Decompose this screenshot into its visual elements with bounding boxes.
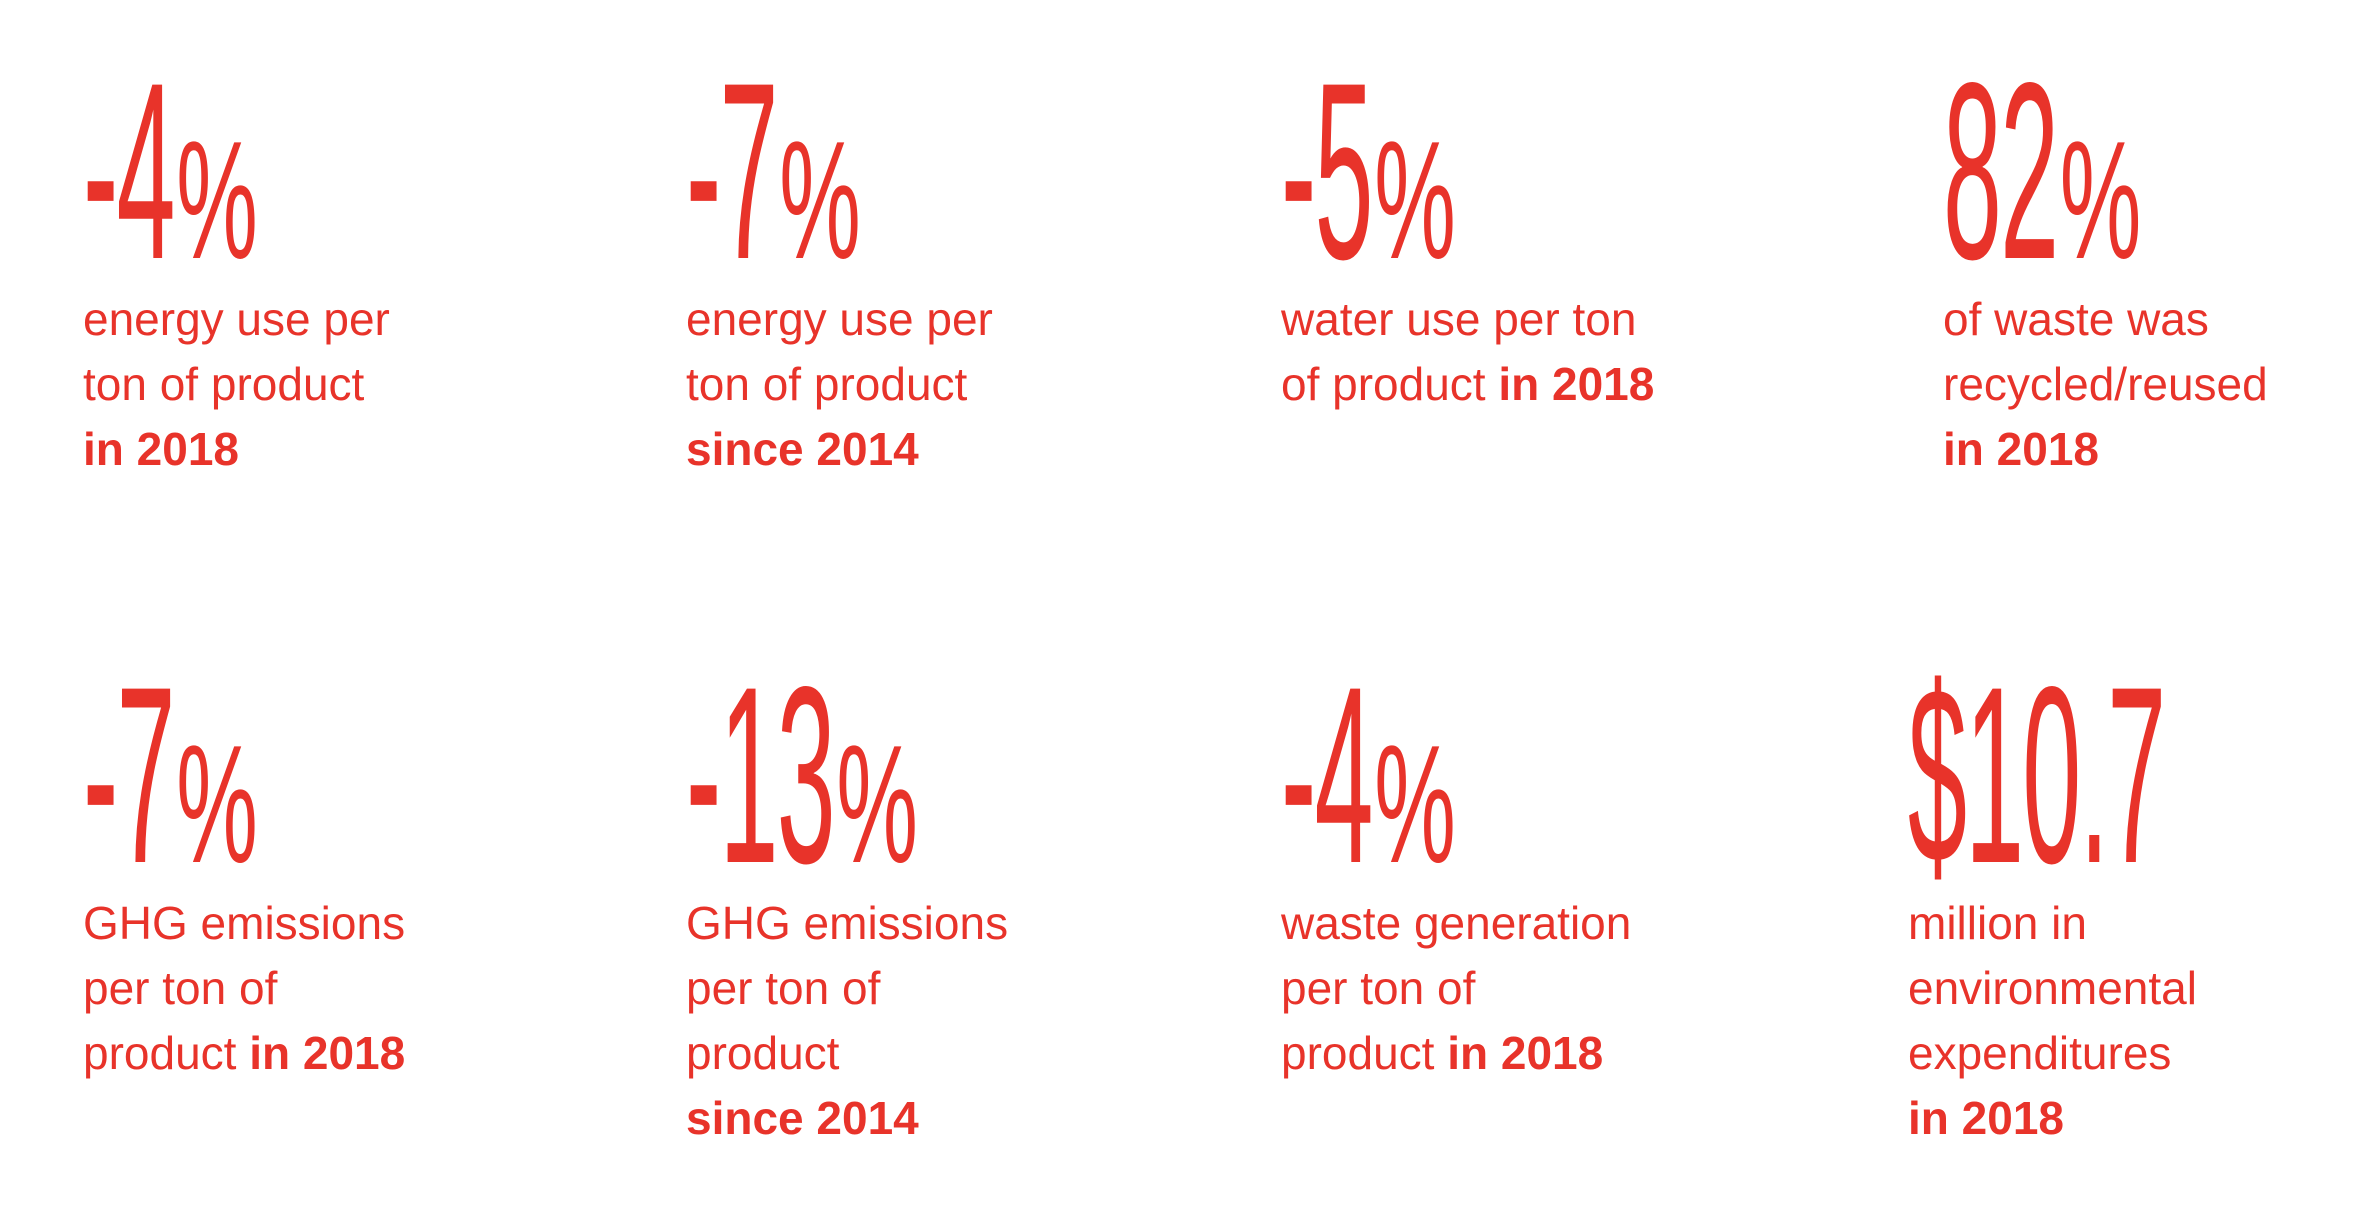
description-line: GHG emissions xyxy=(686,897,1009,949)
description-line: of waste was xyxy=(1943,293,2209,345)
description-emphasis: in 2018 xyxy=(249,1027,406,1079)
description-line: per ton of xyxy=(1281,962,1476,1014)
stat-number: -7 xyxy=(686,31,778,312)
description-text: product xyxy=(83,1027,250,1079)
description-line: since 2014 xyxy=(686,1086,1008,1151)
stat-number: -5 xyxy=(1281,31,1373,312)
stat-value: -4% xyxy=(83,31,258,312)
description-emphasis: in 2018 xyxy=(1943,423,2099,475)
stat-value: -4% xyxy=(1281,635,1456,916)
stat-value: -7% xyxy=(686,31,861,312)
stat-description: energy use per ton of product in 2018 xyxy=(83,287,390,482)
stat-value: 82% xyxy=(1943,31,2142,312)
description-line: energy use per xyxy=(83,293,390,345)
description-line: since 2014 xyxy=(686,417,993,482)
description-emphasis: in 2018 xyxy=(1447,1027,1604,1079)
description-line: in 2018 xyxy=(1943,417,2268,482)
description-line: expenditures xyxy=(1908,1027,2172,1079)
stat-description: GHG emissions per ton of product since 2014 xyxy=(686,891,1008,1151)
description-line: product xyxy=(686,1027,840,1079)
stat-number: $10.7 xyxy=(1908,635,2166,916)
description-emphasis: since 2014 xyxy=(686,1092,919,1144)
stat-number: -4 xyxy=(1281,635,1373,916)
stat-description: energy use per ton of product since 2014 xyxy=(686,287,993,482)
description-line: million in xyxy=(1908,897,2087,949)
stat-number: -4 xyxy=(83,31,175,312)
description-line: product in 2018 xyxy=(83,1021,405,1086)
description-line: per ton of xyxy=(686,962,881,1014)
description-text: of product xyxy=(1281,358,1499,410)
description-emphasis: in 2018 xyxy=(1498,358,1655,410)
stat-description: waste generation per ton of product in 201… xyxy=(1281,891,1631,1086)
stat-description: water use per ton of product in 2018 xyxy=(1281,287,1654,417)
description-line: environmental xyxy=(1908,962,2197,1014)
stat-value: -13% xyxy=(686,635,919,916)
stat-number: -13 xyxy=(686,635,836,916)
description-emphasis: since 2014 xyxy=(686,423,919,475)
description-line: waste generation xyxy=(1281,897,1632,949)
description-line: GHG emissions xyxy=(83,897,406,949)
stat-value: $10.7 xyxy=(1908,650,2166,902)
stat-description: million in environmental expenditures in 20… xyxy=(1908,891,2197,1151)
stat-number: -7 xyxy=(83,635,175,916)
description-line: recycled/reused xyxy=(1943,358,2268,410)
description-text: product xyxy=(1281,1027,1448,1079)
stat-number: 82 xyxy=(1943,31,2059,312)
stat-description: GHG emissions per ton of product in 2018 xyxy=(83,891,405,1086)
description-emphasis: in 2018 xyxy=(1908,1092,2064,1144)
description-emphasis: in 2018 xyxy=(83,423,239,475)
description-line: water use per ton xyxy=(1281,293,1637,345)
stat-value: -5% xyxy=(1281,31,1456,312)
description-line: product in 2018 xyxy=(1281,1021,1631,1086)
stat-description: of waste was recycled/reused in 2018 xyxy=(1943,287,2268,482)
description-line: per ton of xyxy=(83,962,278,1014)
description-line: ton of product xyxy=(83,358,365,410)
stat-value: -7% xyxy=(83,635,258,916)
description-line: ton of product xyxy=(686,358,968,410)
description-line: in 2018 xyxy=(83,417,390,482)
description-line: of product in 2018 xyxy=(1281,352,1654,417)
description-line: energy use per xyxy=(686,293,993,345)
description-line: in 2018 xyxy=(1908,1086,2197,1151)
